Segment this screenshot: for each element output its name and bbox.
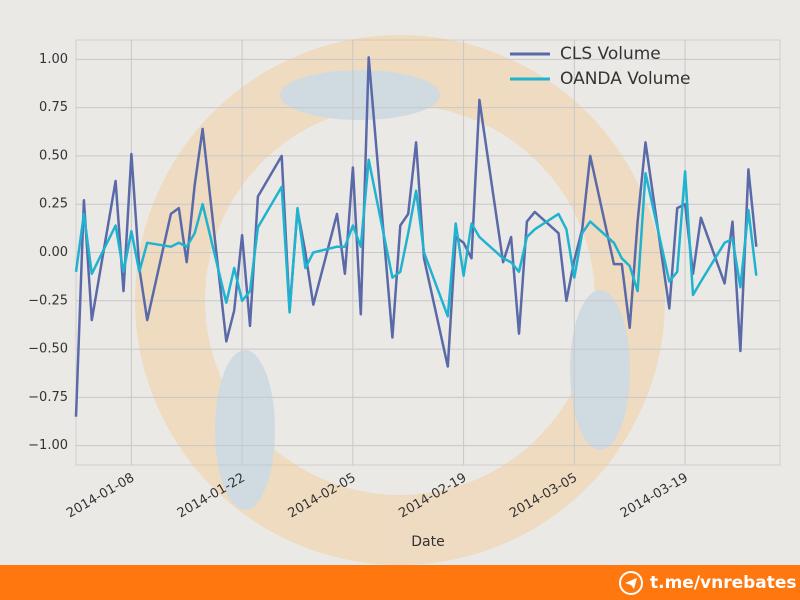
- x-tick-label: 2014-03-19: [618, 471, 691, 522]
- legend-label: CLS Volume: [560, 44, 661, 64]
- x-tick-label: 2014-01-08: [64, 471, 137, 522]
- y-tick-label: −1.00: [28, 438, 68, 453]
- y-tick-label: 0.00: [39, 245, 68, 260]
- y-tick-label: 0.75: [39, 100, 68, 115]
- y-tick-label: 0.50: [39, 148, 68, 163]
- y-tick-label: −0.50: [28, 342, 68, 357]
- y-tick-label: 1.00: [39, 52, 68, 67]
- legend: CLS Volume OANDA Volume: [510, 44, 690, 89]
- lines: [74, 56, 758, 417]
- footer-bar: [0, 565, 800, 600]
- y-tick-label: 0.25: [39, 197, 68, 212]
- y-tick-label: −0.75: [28, 390, 68, 405]
- y-tick-label: −0.25: [28, 293, 68, 308]
- telegram-icon: [619, 571, 643, 595]
- watermark: [135, 35, 665, 565]
- telegram-plane: [625, 578, 637, 589]
- series-line: [74, 158, 758, 318]
- footer-text[interactable]: t.me/vnrebates: [650, 573, 797, 593]
- x-axis-label: Date: [411, 534, 444, 550]
- series-line: [74, 56, 758, 417]
- legend-label: OANDA Volume: [560, 69, 690, 89]
